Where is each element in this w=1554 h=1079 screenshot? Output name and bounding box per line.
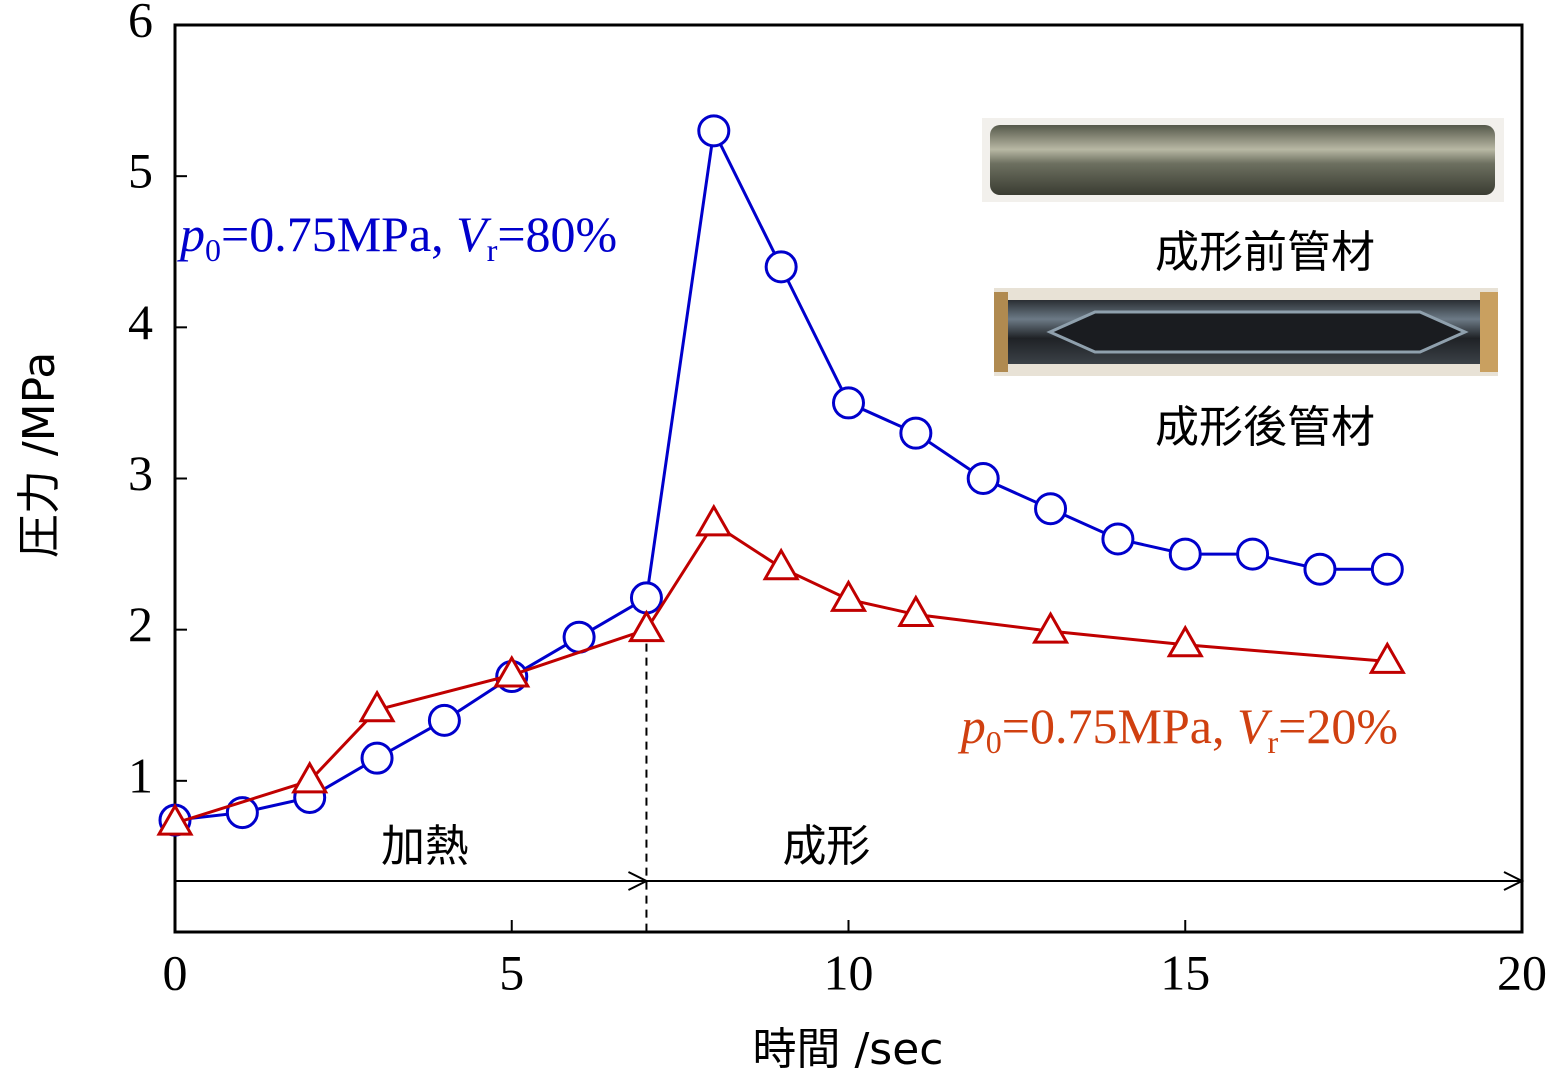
label-part: r xyxy=(487,232,498,268)
marker xyxy=(699,116,729,146)
label-part: p xyxy=(177,206,205,262)
label-part: p xyxy=(958,698,986,754)
marker xyxy=(765,551,797,579)
clamp xyxy=(994,292,1008,372)
y-tick-label: 5 xyxy=(128,143,153,199)
y-tick-label: 4 xyxy=(128,294,153,350)
x-tick-label: 0 xyxy=(163,944,188,1000)
marker xyxy=(698,507,730,535)
x-tick-label: 10 xyxy=(824,944,874,1000)
marker xyxy=(1103,524,1133,554)
x-axis-label: 時間 /sec xyxy=(753,1024,944,1075)
marker xyxy=(968,464,998,494)
marker xyxy=(1035,614,1067,642)
marker xyxy=(1170,539,1200,569)
y-tick-label: 2 xyxy=(128,596,153,652)
marker xyxy=(631,583,661,613)
x-tick-label: 20 xyxy=(1497,944,1547,1000)
marker xyxy=(1372,554,1402,584)
y-tick-label: 6 xyxy=(128,0,153,47)
label-part: r xyxy=(1267,724,1278,760)
series-label: p0=0.75MPa, Vr=80% xyxy=(177,206,617,268)
marker xyxy=(1036,494,1066,524)
series-label: p0=0.75MPa, Vr=20% xyxy=(958,698,1398,760)
marker xyxy=(1305,554,1335,584)
marker xyxy=(1371,644,1403,672)
inset-caption: 成形前管材 xyxy=(1155,227,1375,278)
marker xyxy=(766,252,796,282)
phase-label: 加熱 xyxy=(381,821,469,872)
label-part: 0 xyxy=(986,724,1002,760)
y-tick-label: 1 xyxy=(128,747,153,803)
phase-label: 成形 xyxy=(782,821,870,872)
label-part: =0.75MPa, xyxy=(1002,698,1237,754)
x-tick-label: 15 xyxy=(1160,944,1210,1000)
marker xyxy=(1238,539,1268,569)
marker xyxy=(362,743,392,773)
marker xyxy=(834,388,864,418)
marker xyxy=(901,418,931,448)
marker xyxy=(630,613,662,641)
chart: 成形前管材 成形後管材 圧力 /MPa 時間 /sec 0 5 10 15 20 1 2 3 4… xyxy=(0,0,1554,1079)
label-part: =20% xyxy=(1278,698,1398,754)
marker xyxy=(429,705,459,735)
inset-caption: 成形後管材 xyxy=(1155,402,1375,453)
label-part: 0 xyxy=(205,232,221,268)
marker xyxy=(833,582,865,610)
label-part: =0.75MPa, xyxy=(221,206,456,262)
label-part: =80% xyxy=(497,206,617,262)
x-tick-label: 5 xyxy=(499,944,524,1000)
tube-before xyxy=(990,125,1495,195)
marker xyxy=(1169,628,1201,656)
tube-formed-region xyxy=(1050,312,1465,352)
y-tick-label: 3 xyxy=(128,445,153,501)
y-axis-label: 圧力 /MPa xyxy=(14,352,65,558)
clamp xyxy=(1480,292,1498,372)
